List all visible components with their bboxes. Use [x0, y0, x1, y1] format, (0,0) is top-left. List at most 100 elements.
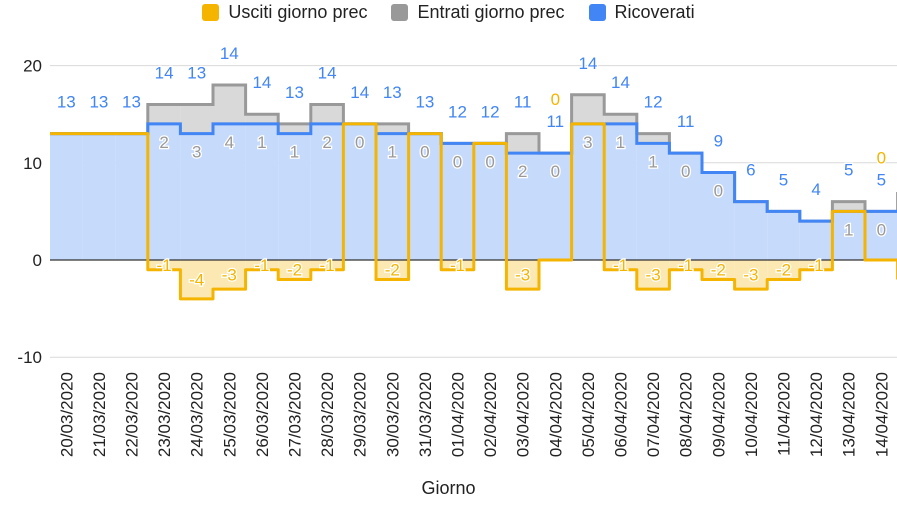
usciti-label: 0 — [551, 90, 560, 109]
x-tick-label: 20/03/2020 — [57, 372, 76, 457]
entrati-label: 0 — [453, 152, 462, 171]
ricoverati-area — [310, 123, 344, 260]
ricoverati-area — [408, 133, 442, 260]
ricoverati-label: 14 — [220, 44, 239, 63]
usciti-label: -2 — [385, 261, 400, 280]
ricoverati-area — [82, 133, 116, 260]
usciti-area — [702, 260, 735, 280]
x-tick-label: 25/03/2020 — [220, 372, 239, 457]
entrati-label: 3 — [583, 133, 592, 152]
usciti-area — [376, 260, 409, 280]
y-tick-label: 10 — [23, 154, 42, 173]
entrati-area — [832, 201, 865, 212]
ricoverati-label: 14 — [318, 63, 337, 82]
x-axis-title: Giorno — [421, 478, 476, 498]
ricoverati-label: 5 — [844, 161, 853, 180]
legend-item: Usciti giorno prec — [202, 2, 367, 23]
ricoverati-label: 5 — [877, 170, 886, 189]
usciti-area — [310, 260, 344, 270]
usciti-area — [636, 260, 670, 290]
entrati-area — [604, 114, 637, 124]
ricoverati-label: 11 — [677, 112, 695, 131]
ricoverati-label: 9 — [714, 132, 723, 151]
usciti-area — [506, 260, 539, 290]
entrati-area — [506, 133, 539, 154]
ricoverati-area — [245, 123, 279, 260]
ricoverati-label: 13 — [187, 63, 206, 82]
entrati-label: 0 — [714, 182, 723, 201]
x-tick-label: 31/03/2020 — [416, 372, 435, 457]
x-tick-label: 29/03/2020 — [351, 372, 370, 457]
areas — [50, 85, 897, 299]
x-tick-label: 04/04/2020 — [546, 372, 565, 457]
ricoverati-label: 13 — [383, 83, 402, 102]
usciti-area — [180, 260, 213, 299]
ricoverati-area — [506, 153, 539, 260]
usciti-label: -2 — [711, 261, 726, 280]
usciti-area — [441, 260, 474, 270]
ricoverati-area — [669, 153, 702, 260]
entrati-label: 1 — [648, 152, 657, 171]
entrati-area — [636, 133, 670, 144]
ricoverati-label: 13 — [415, 93, 434, 112]
ricoverati-area — [539, 153, 572, 260]
x-tick-label: 27/03/2020 — [286, 372, 305, 457]
entrati-area — [213, 85, 246, 124]
x-tick-label: 28/03/2020 — [318, 372, 337, 457]
x-tick-label: 05/04/2020 — [579, 372, 598, 457]
entrati-label: 2 — [518, 162, 527, 181]
x-tick-label: 08/04/2020 — [677, 372, 696, 457]
ricoverati-label: 14 — [155, 63, 174, 82]
usciti-label: -1 — [254, 256, 269, 275]
usciti-label: -3 — [515, 266, 530, 285]
legend-label: Entrati giorno prec — [417, 2, 565, 22]
usciti-line — [50, 122, 897, 301]
usciti-label: -1 — [157, 256, 172, 275]
usciti-area — [245, 260, 279, 270]
entrati-label: 0 — [420, 143, 429, 162]
usciti-label: -1 — [809, 256, 824, 275]
legend-swatch — [588, 4, 606, 21]
ricoverati-area — [147, 123, 181, 260]
usciti-label: -1 — [320, 256, 335, 275]
usciti-area — [799, 260, 833, 270]
entrati-area — [310, 104, 344, 124]
entrati-area — [571, 94, 605, 124]
legend-label: Ricoverati — [614, 2, 695, 22]
legend: Usciti giorno prec Entrati giorno prec Ric… — [0, 2, 897, 23]
ricoverati-area — [441, 143, 474, 260]
entrati-label: 0 — [551, 162, 560, 181]
x-tick-label: 26/03/2020 — [253, 372, 272, 457]
entrati-area — [245, 114, 279, 124]
entrati-label: 2 — [322, 133, 331, 152]
ricoverati-area — [115, 133, 148, 260]
usciti-label: -1 — [450, 256, 465, 275]
ricoverati-label: 14 — [350, 83, 369, 102]
usciti-label: -2 — [287, 261, 302, 280]
usciti-label: -3 — [743, 266, 758, 285]
ricoverati-label: 14 — [578, 54, 597, 73]
entrati-label: 1 — [844, 220, 853, 239]
legend-swatch — [202, 4, 220, 21]
usciti-label: -3 — [646, 266, 661, 285]
ricoverati-label: 5 — [779, 170, 788, 189]
usciti-area — [604, 260, 637, 270]
x-tick-label: 12/04/2020 — [807, 372, 826, 457]
ricoverati-label: 12 — [448, 102, 467, 121]
ricoverati-label: 13 — [122, 93, 141, 112]
entrati-label: 1 — [616, 133, 625, 152]
ricoverati-label: 14 — [252, 73, 271, 92]
x-tick-label: 23/03/2020 — [155, 372, 174, 457]
entrati-area — [376, 123, 409, 134]
usciti-label: -1 — [613, 256, 628, 275]
usciti-label: -3 — [222, 266, 237, 285]
y-tick-label: -10 — [17, 348, 42, 367]
ricoverati-area — [799, 221, 833, 260]
usciti-area — [767, 260, 800, 280]
usciti-label: -2 — [776, 261, 791, 280]
ricoverati-area — [734, 201, 768, 260]
ricoverati-area — [832, 211, 865, 260]
x-tick-label: 01/04/2020 — [449, 372, 468, 457]
ricoverati-area — [213, 123, 246, 260]
